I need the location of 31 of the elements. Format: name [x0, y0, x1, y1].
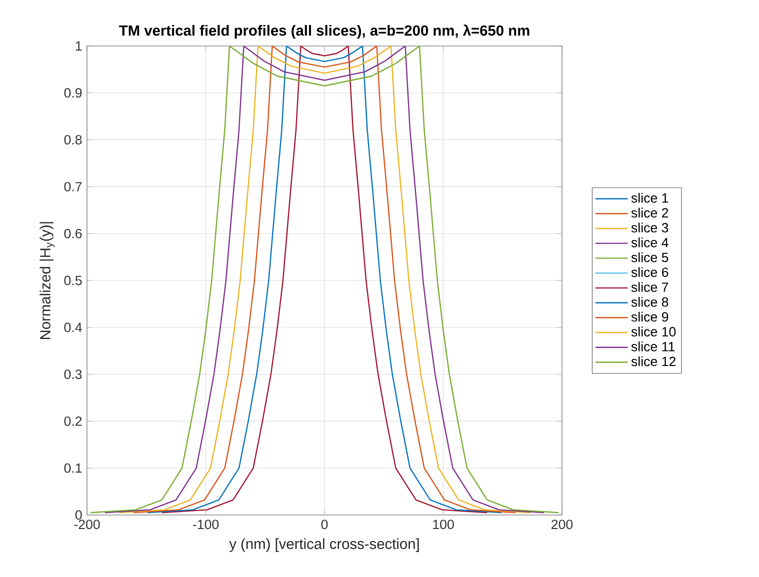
x-axis-title: y (nm) [vertical cross-section]: [229, 538, 419, 552]
legend-label: slice 9: [631, 312, 668, 322]
legend-label: slice 2: [631, 208, 668, 218]
y-tick-label: 0.4: [64, 322, 82, 332]
legend-label: slice 8: [631, 296, 668, 307]
y-tick-label: 0: [75, 510, 82, 520]
y-tick-label: 0.6: [64, 228, 82, 238]
legend-label: slice 10: [631, 326, 676, 336]
legend-label: slice 4: [631, 238, 668, 248]
chart-title: TM vertical field profiles (all slices), a=b=200 nm, λ=650 nm: [119, 24, 530, 39]
legend-label: slice 7: [631, 282, 668, 292]
legend-label: slice 12: [631, 356, 676, 366]
x-tick-label: -100: [193, 520, 219, 530]
legend-label: slice 11: [631, 342, 675, 352]
y-tick-label: 0.9: [64, 88, 82, 98]
y-tick-label: 0.2: [64, 416, 82, 426]
legend-label: slice 1: [631, 192, 668, 203]
x-tick-label: 0: [321, 520, 328, 530]
y-tick-label: 0.3: [64, 370, 82, 380]
legend-label: slice 6: [631, 267, 668, 278]
x-tick-label: 200: [552, 520, 573, 530]
legend-label: slice 3: [631, 222, 668, 232]
y-tick-label: 0.5: [64, 276, 82, 286]
y-tick-label: 0.1: [64, 463, 82, 473]
x-tick-label: -200: [74, 520, 100, 530]
y-tick-label: 0.7: [64, 182, 82, 192]
x-tick-label: 100: [433, 520, 454, 530]
y-axis-title: Normalized |H$_{y}$(y)|: [40, 222, 55, 339]
y-tick-label: 1: [76, 41, 82, 51]
y-tick-label: 0.8: [64, 135, 82, 145]
legend-label: slice 5: [631, 252, 668, 262]
